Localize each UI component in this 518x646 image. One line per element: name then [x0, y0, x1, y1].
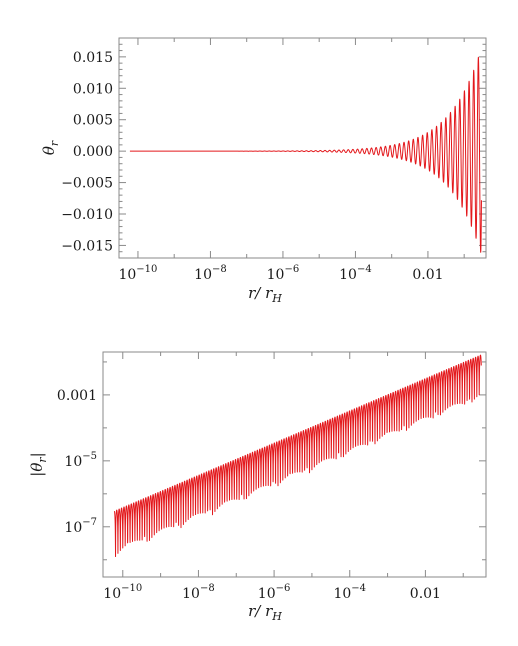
x-axis-title: r/ rH	[248, 284, 282, 305]
x-tick-label-0-exponent: −10	[121, 583, 142, 594]
x-tick-label-4-base: 0.01	[412, 267, 443, 283]
x-tick-label-2-exponent: −6	[284, 264, 299, 275]
y-tick-label-4: −0.005	[61, 176, 113, 192]
x-tick-label-3-exponent: −4	[357, 264, 372, 275]
y-tick-label-0-base: 0.001	[57, 388, 97, 404]
x-tick-label-0-base: 10	[118, 267, 136, 283]
y-tick-label-1: 10−5	[64, 451, 97, 470]
y-tick-label-2-exponent: −7	[82, 517, 97, 528]
series-line	[113, 354, 482, 558]
y-tick-label-1: 0.010	[73, 81, 113, 97]
x-tick-label-4-base: 0.01	[410, 586, 441, 602]
x-axis-title-sub: H	[271, 610, 282, 623]
x-tick-label-0-base: 10	[103, 586, 121, 602]
x-tick-label-2: 10−6	[258, 583, 291, 602]
x-tick-label-1-base: 10	[194, 267, 212, 283]
y-axis-title-sub: r	[48, 140, 61, 146]
x-tick-label-3-exponent: −4	[351, 583, 366, 594]
y-axis-title: θr	[40, 140, 61, 155]
plot-frame	[118, 37, 487, 259]
y-tick-label-2-base: 10	[64, 520, 82, 536]
y-tick-label-2: 0.005	[73, 113, 113, 129]
x-tick-label-4: 0.01	[412, 267, 443, 283]
series-line	[129, 56, 482, 253]
x-tick-label-3: 10−4	[333, 583, 366, 602]
plot-frame	[102, 351, 487, 578]
x-tick-label-3-base: 10	[339, 267, 357, 283]
x-tick-label-1-base: 10	[182, 586, 200, 602]
x-tick-label-2-base: 10	[267, 267, 285, 283]
y-tick-label-1-base: 0.010	[73, 81, 113, 97]
y-tick-label-0-base: 0.015	[73, 50, 113, 66]
y-tick-label-0: 0.015	[73, 50, 113, 66]
y-axis-title-sub: r	[36, 457, 49, 463]
x-tick-label-1: 10−8	[194, 264, 227, 283]
y-tick-label-2: 10−7	[64, 517, 97, 536]
x-tick-label-2-exponent: −6	[276, 583, 291, 594]
y-tick-label-5-base: −0.010	[61, 207, 113, 223]
y-axis-title-main: |θ	[28, 463, 46, 477]
y-tick-label-3-base: 0.000	[73, 144, 113, 160]
x-tick-label-3: 10−4	[339, 264, 372, 283]
x-tick-label-3-base: 10	[333, 586, 351, 602]
x-tick-label-4: 0.01	[410, 586, 441, 602]
x-tick-label-0: 10−10	[103, 583, 142, 602]
y-axis-title-main: θ	[40, 146, 58, 155]
y-tick-label-3: 0.000	[73, 144, 113, 160]
y-axis-title: |θr|	[28, 452, 49, 476]
y-tick-label-1-exponent: −5	[82, 451, 97, 462]
x-tick-label-0-exponent: −10	[136, 264, 157, 275]
top-chart-theta-r: 10−10 10−8 10−6 10−4 0.010.0150.0100.0050.00…	[40, 37, 487, 305]
x-axis-title-main: r/ r	[248, 602, 273, 620]
y-tick-label-6: −0.015	[61, 238, 113, 254]
y-tick-label-0: 0.001	[57, 388, 97, 404]
y-tick-label-6-base: −0.015	[61, 238, 113, 254]
x-tick-label-1-exponent: −8	[200, 583, 215, 594]
x-tick-label-2-base: 10	[258, 586, 276, 602]
x-axis-title-sub: H	[271, 292, 282, 305]
x-tick-label-2: 10−6	[267, 264, 300, 283]
y-tick-label-4-base: −0.005	[61, 176, 113, 192]
x-tick-label-0: 10−10	[118, 264, 157, 283]
x-tick-label-1: 10−8	[182, 583, 215, 602]
y-tick-label-1-base: 10	[64, 454, 82, 470]
x-tick-label-1-exponent: −8	[212, 264, 227, 275]
y-tick-label-5: −0.010	[61, 207, 113, 223]
y-axis-title-tail: |	[28, 452, 46, 457]
x-axis-title-main: r/ r	[248, 284, 273, 302]
x-axis-title: r/ rH	[248, 602, 282, 623]
y-tick-label-2-base: 0.005	[73, 113, 113, 129]
